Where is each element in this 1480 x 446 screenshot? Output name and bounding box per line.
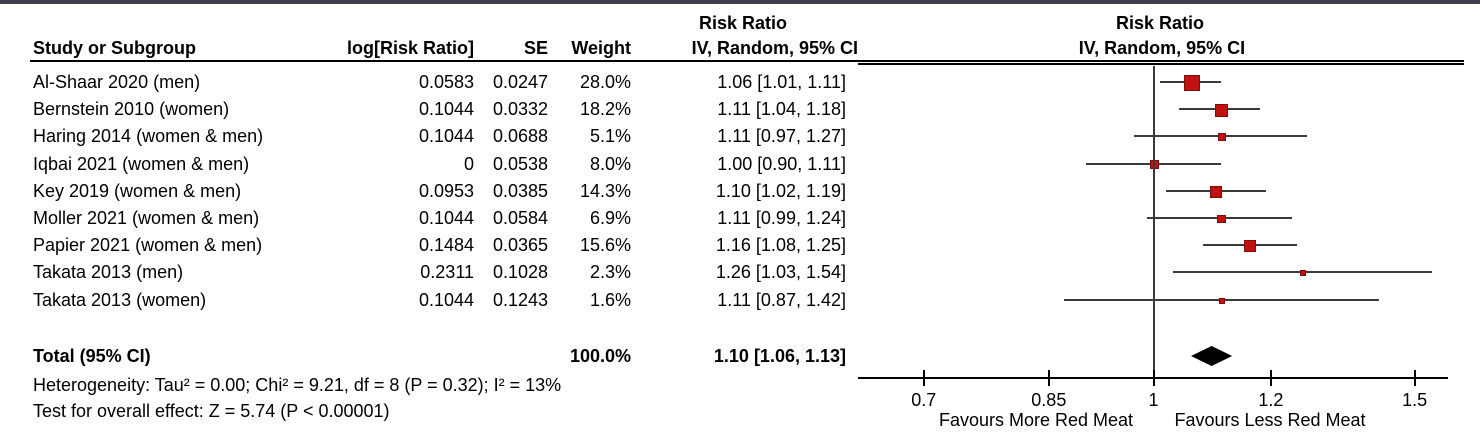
plot-header-iv-random-ci: IV, Random, 95% CI [1078, 38, 1246, 58]
study-ci-text: 1.11 [0.99, 1.24] [717, 208, 846, 228]
study-weight: 1.6% [589, 289, 631, 310]
null-line [1152, 66, 1155, 379]
study-weight: 6.9% [589, 208, 631, 228]
effect-square [1300, 270, 1307, 277]
study-log-rr: 0.1044 [418, 289, 474, 310]
plot-header-underline [858, 63, 1464, 65]
column-header-study: Study or Subgroup [33, 38, 196, 58]
axis-tick-label: 0.85 [1031, 390, 1067, 410]
study-weight: 28.0% [579, 72, 631, 92]
study-se: 0.1028 [492, 262, 548, 283]
column-header-weight: Weight [571, 38, 631, 58]
favours-left-label: Favours More Red Meat [938, 410, 1134, 430]
study-se: 0.0538 [492, 153, 548, 174]
study-log-rr: 0.1044 [418, 208, 474, 228]
study-weight: 8.0% [589, 153, 631, 174]
study-name: Takata 2013 (men) [33, 262, 184, 283]
study-name: Papier 2021 (women & men) [33, 235, 263, 256]
overall-effect-text: Test for overall effect: Z = 5.74 (P < 0… [33, 401, 390, 421]
study-ci-text: 1.11 [0.87, 1.42] [717, 289, 846, 310]
effect-square [1218, 297, 1225, 304]
effect-square [1217, 133, 1226, 142]
study-name: Takata 2013 (women) [33, 289, 207, 310]
study-log-rr: 0.2311 [420, 262, 474, 283]
effect-square [1215, 103, 1229, 117]
summary-diamond [1191, 346, 1233, 366]
effect-square [1217, 214, 1227, 224]
study-log-rr: 0.1044 [418, 126, 474, 147]
study-name: Iqbai 2021 (women & men) [33, 153, 250, 174]
plot-header-risk-ratio: Risk Ratio [1115, 13, 1205, 33]
column-header-risk-ratio: Risk Ratio [698, 13, 788, 33]
study-se: 0.1243 [492, 289, 548, 310]
heterogeneity-text: Heterogeneity: Tau² = 0.00; Chi² = 9.21,… [33, 375, 562, 395]
study-ci-text: 1.10 [1.02, 1.19] [715, 180, 846, 201]
study-ci-text: 1.11 [0.97, 1.27] [717, 126, 846, 147]
study-log-rr: 0.1484 [418, 235, 474, 256]
axis-tick [922, 370, 925, 386]
study-log-rr: 0 [463, 153, 474, 174]
study-log-rr: 0.0953 [418, 180, 474, 201]
effect-square [1209, 185, 1222, 198]
study-ci-text: 1.00 [0.90, 1.11] [717, 153, 846, 174]
axis-tick-label: 1.2 [1258, 390, 1284, 410]
axis-tick-label: 1 [1148, 390, 1159, 410]
study-name: Moller 2021 (women & men) [33, 208, 260, 228]
study-se: 0.0385 [492, 180, 548, 201]
study-se: 0.0584 [492, 208, 548, 228]
header-underline [30, 60, 1464, 62]
study-se: 0.0247 [492, 72, 548, 92]
study-se: 0.0365 [492, 235, 548, 256]
study-name: Key 2019 (women & men) [33, 180, 242, 201]
axis-tick-label: 0.7 [911, 390, 937, 410]
effect-square [1184, 75, 1201, 91]
total-ci-text: 1.10 [1.06, 1.13] [713, 346, 846, 366]
study-log-rr: 0.1044 [418, 99, 474, 120]
study-log-rr: 0.0583 [418, 72, 474, 92]
study-weight: 15.6% [579, 235, 631, 256]
axis-tick [1413, 370, 1416, 386]
study-se: 0.0688 [492, 126, 548, 147]
axis-tick-label: 1.5 [1402, 390, 1428, 410]
study-weight: 5.1% [589, 126, 631, 147]
study-ci-text: 1.26 [1.03, 1.54] [715, 262, 846, 283]
axis-tick [1152, 370, 1155, 386]
total-weight: 100.0% [569, 346, 631, 366]
total-label: Total (95% CI) [33, 346, 151, 366]
study-ci-text: 1.11 [1.04, 1.18] [717, 99, 846, 120]
study-weight: 14.3% [579, 180, 631, 201]
study-name: Haring 2014 (women & men) [33, 126, 264, 147]
study-ci-text: 1.16 [1.08, 1.25] [715, 235, 846, 256]
study-se: 0.0332 [492, 99, 548, 120]
column-header-se: SE [523, 38, 548, 58]
top-border [0, 0, 1480, 4]
column-header-log-risk-ratio: log[Risk Ratio] [346, 38, 474, 58]
column-header-iv-random-ci: IV, Random, 95% CI [691, 38, 858, 58]
favours-right-label: Favours Less Red Meat [1174, 410, 1366, 430]
axis-tick [1047, 370, 1050, 386]
study-weight: 2.3% [589, 262, 631, 283]
effect-square [1243, 239, 1257, 253]
axis-tick [1269, 370, 1272, 386]
study-ci-text: 1.06 [1.01, 1.11] [717, 72, 846, 92]
study-weight: 18.2% [579, 99, 631, 120]
study-name: Al-Shaar 2020 (men) [33, 72, 201, 92]
study-name: Bernstein 2010 (women) [33, 99, 230, 120]
